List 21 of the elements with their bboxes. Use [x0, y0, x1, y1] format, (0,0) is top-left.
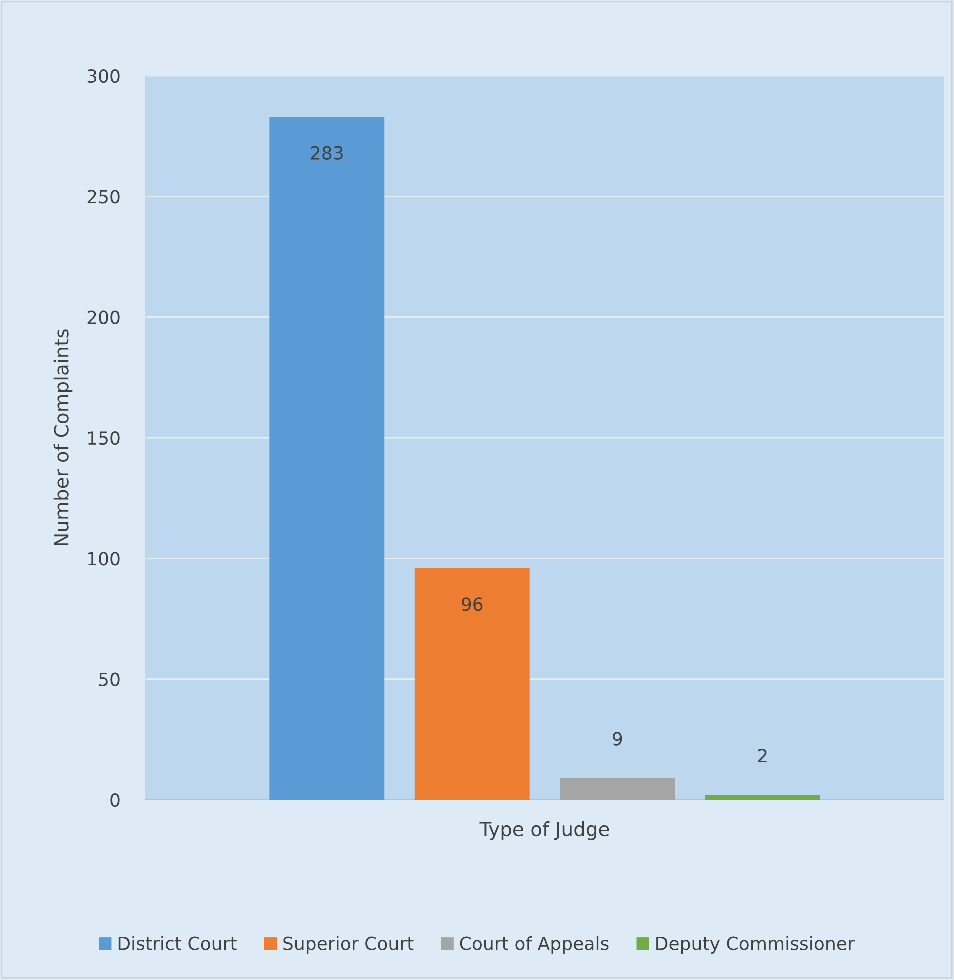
legend-label: Deputy Commissioner — [656, 936, 855, 954]
bar — [414, 568, 530, 800]
y-tick-label: 200 — [88, 310, 120, 324]
y-tick-label: 0 — [110, 793, 120, 808]
data-label: 96 — [462, 598, 483, 612]
y-tick-label: 300 — [88, 69, 120, 84]
bar — [270, 117, 385, 800]
y-tick-label: 150 — [88, 431, 120, 446]
y-tick-label: 50 — [99, 672, 120, 686]
y-tick-label: 250 — [88, 190, 120, 204]
y-tick-label: 100 — [88, 552, 120, 566]
x-axis-title: Type of Judge — [480, 822, 610, 840]
bar — [560, 778, 676, 800]
legend-label: Court of Appeals — [460, 936, 609, 954]
data-label: 2 — [758, 749, 767, 762]
legend-label: District Court — [118, 936, 237, 950]
data-label: 283 — [311, 146, 343, 160]
data-label: 9 — [613, 732, 622, 746]
bar — [705, 795, 820, 800]
legend-label: Superior Court — [284, 936, 414, 954]
y-axis-title: Number of Complaints — [54, 330, 73, 546]
